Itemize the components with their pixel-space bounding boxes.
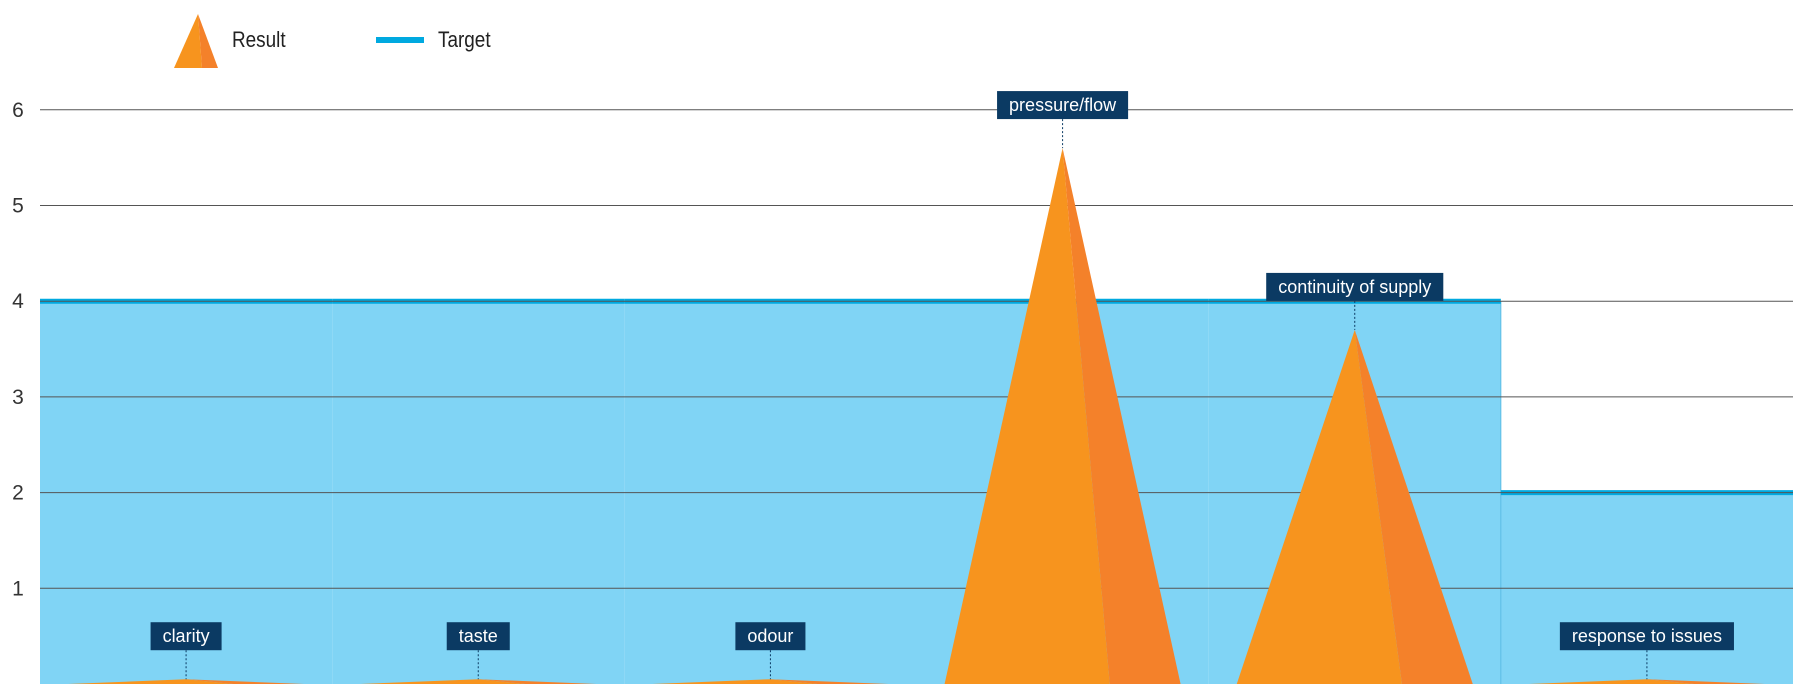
- result-mark-0: [68, 679, 305, 684]
- category-label-text: continuity of supply: [1278, 277, 1431, 297]
- result-mark-4: [1236, 329, 1473, 684]
- category-label-text: clarity: [163, 626, 210, 646]
- result-mark-2: [652, 679, 889, 684]
- result-triangle-icon: [174, 14, 218, 68]
- legend-result-label: Result: [232, 27, 286, 52]
- grid-layer: 1 2 3 4 5 6: [12, 99, 1793, 600]
- y-tick-label: 4: [12, 290, 24, 313]
- y-tick-label: 6: [12, 99, 24, 122]
- result-mark-1: [360, 679, 597, 684]
- legend-item-result: Result: [170, 10, 294, 70]
- category-label-5: response to issues: [1559, 622, 1734, 680]
- y-tick-label: 1: [12, 577, 24, 600]
- category-label-4: continuity of supply: [1266, 272, 1444, 330]
- legend-target-label: Target: [438, 27, 491, 52]
- legend-item-target: Target: [376, 10, 499, 70]
- target-line-icon: [376, 37, 424, 43]
- result-layer: [68, 148, 1765, 684]
- category-label-text: odour: [747, 626, 793, 646]
- result-mark-3: [944, 148, 1181, 684]
- category-label-2: odour: [735, 622, 806, 680]
- y-tick-label: 5: [12, 195, 24, 218]
- category-label-1: taste: [446, 622, 510, 680]
- category-label-text: pressure/flow: [1009, 95, 1117, 115]
- category-label-0: clarity: [150, 622, 222, 680]
- category-label-3: pressure/flow: [997, 91, 1129, 149]
- y-tick-label: 3: [12, 386, 24, 409]
- category-label-text: taste: [459, 626, 498, 646]
- category-label-text: response to issues: [1572, 626, 1722, 646]
- label-layer: clarity taste odour pressure/flow continuity…: [150, 91, 1734, 680]
- y-tick-label: 2: [12, 482, 24, 505]
- result-mark-5: [1528, 679, 1765, 684]
